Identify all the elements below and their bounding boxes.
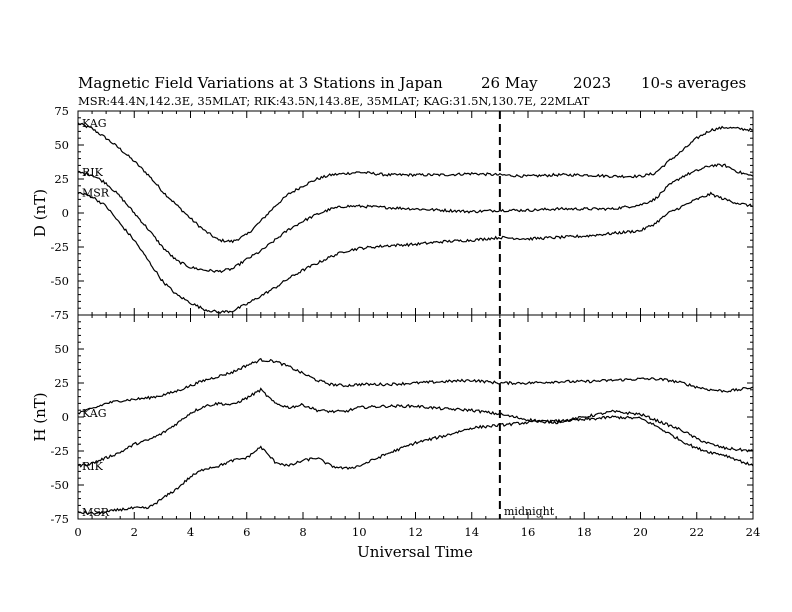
trace-h-rik [77, 387, 754, 468]
chart-date: 26 May [481, 74, 538, 92]
y-tick-label: -75 [50, 308, 69, 322]
y-tick-label: 50 [54, 342, 69, 356]
y-tick-label: 0 [62, 410, 69, 424]
d-axis-label: D (nT) [31, 189, 49, 237]
x-tick-label: 6 [243, 525, 250, 539]
series-label-msr: MSR [82, 506, 110, 519]
y-tick-label: 25 [54, 376, 69, 390]
trace-h-kag [77, 357, 754, 415]
h-axis-label: H (nT) [31, 392, 49, 441]
chart-averaging: 10-s averages [641, 74, 746, 92]
trace-d-rik [77, 163, 754, 274]
trace-d-kag [77, 122, 754, 244]
x-tick-label: 24 [746, 525, 761, 539]
series-label-kag: KAG [82, 407, 107, 420]
x-axis-label: Universal Time [357, 543, 473, 561]
x-tick-label: 18 [577, 525, 592, 539]
x-tick-label: 2 [131, 525, 138, 539]
x-tick-label: 14 [464, 525, 479, 539]
h-panel-frame [77, 314, 754, 520]
x-tick-label: 0 [74, 525, 81, 539]
series-label-msr: MSR [82, 187, 110, 200]
series-label-rik: RIK [82, 460, 104, 473]
chart-year: 2023 [573, 74, 611, 92]
x-tick-label: 12 [408, 525, 423, 539]
series-labels: KAG RIK MSR KAG RIK MSR [82, 117, 110, 519]
data-traces [77, 111, 754, 519]
series-label-kag: KAG [82, 117, 107, 130]
trace-d-msr [77, 191, 754, 315]
midnight-label: midnight [504, 505, 555, 518]
d-panel-frame [77, 110, 754, 316]
y-tick-label: -50 [50, 478, 69, 492]
trace-h-msr [77, 415, 754, 515]
chart-title: Magnetic Field Variations at 3 Stations … [78, 74, 443, 92]
x-tick-label: 22 [689, 525, 704, 539]
x-tick-label: 10 [352, 525, 367, 539]
y-tick-label: 0 [62, 206, 69, 220]
y-tick-label: 50 [54, 138, 69, 152]
x-tick-label: 20 [633, 525, 648, 539]
y-tick-label: -25 [50, 444, 69, 458]
x-tick-label: 16 [521, 525, 536, 539]
y-tick-label: -75 [50, 512, 69, 526]
x-tick-label: 8 [299, 525, 306, 539]
y-tick-label: -25 [50, 240, 69, 254]
x-tick-label: 4 [187, 525, 194, 539]
y-tick-label: 25 [54, 172, 69, 186]
y-tick-label: 75 [54, 104, 69, 118]
series-label-rik: RIK [82, 166, 104, 179]
station-info: MSR:44.4N,142.3E, 35MLAT; RIK:43.5N,143.… [78, 94, 590, 108]
y-tick-label: -50 [50, 274, 69, 288]
